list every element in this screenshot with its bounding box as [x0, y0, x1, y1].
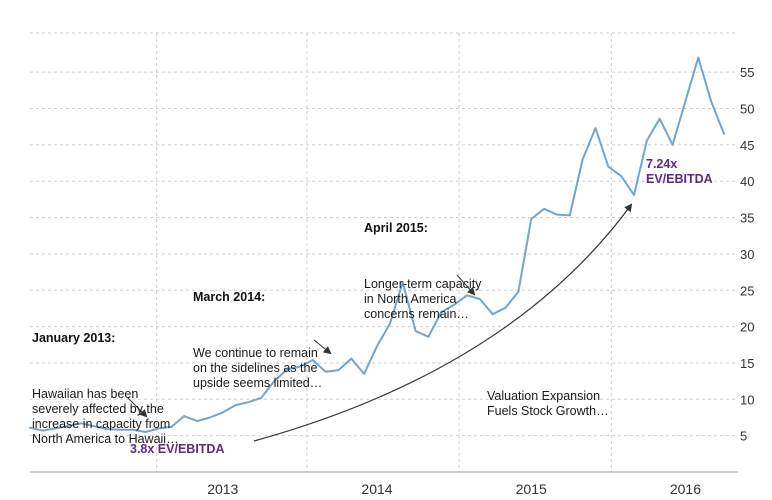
y-tick-label: 45	[740, 138, 754, 153]
y-tick-label: 40	[740, 174, 754, 189]
annotation-arrow-mar-2014	[313, 339, 332, 355]
y-tick-label: 25	[740, 283, 754, 298]
annotation-arrow-apr-2015	[456, 274, 476, 296]
annotation-title: April 2015:	[364, 221, 428, 235]
annotation-valuation-expansion: Valuation Expansion Fuels Stock Growth…	[487, 359, 609, 434]
grid-lines	[30, 32, 738, 472]
y-tick-label: 5	[740, 429, 747, 444]
y-tick-label: 20	[740, 320, 754, 335]
annotation-body: Hawaiian has been severely affected by t…	[32, 387, 179, 446]
annotation-body: We continue to remain on the sidelines a…	[193, 346, 323, 390]
annotation-body: Longer-term capacity in North America co…	[364, 277, 482, 321]
annotation-text: Valuation Expansion Fuels Stock Growth…	[487, 389, 609, 418]
valuation-trend-arrow	[253, 203, 633, 442]
x-tick-label: 2014	[361, 481, 392, 497]
y-tick-label: 15	[740, 356, 754, 371]
y-tick-label: 50	[740, 102, 754, 117]
y-tick-label: 10	[740, 392, 754, 407]
annotation-arrow-jan-2013	[127, 397, 148, 418]
multiple-label-end: 7.24x EV/EBITDA	[646, 157, 713, 186]
annotation-apr-2015: April 2015: Longer-term capacity in Nort…	[364, 191, 481, 337]
x-tick-label: 2013	[207, 481, 238, 497]
annotation-title: January 2013:	[32, 331, 116, 345]
y-tick-label: 35	[740, 211, 754, 226]
y-axis: 5 10 15 20 25 30 35 40 45 50 55	[740, 65, 754, 444]
annotation-mar-2014: March 2014: We continue to remain on the…	[193, 260, 322, 406]
multiple-label-start: 3.8x EV/EBITDA	[130, 442, 225, 456]
annotation-title: March 2014:	[193, 290, 266, 304]
x-tick-label: 2015	[516, 481, 547, 497]
x-axis-labels: 2013 2014 2015 2016	[207, 481, 701, 497]
y-tick-label: 30	[740, 247, 754, 262]
y-tick-label: 55	[740, 65, 754, 80]
annotation-jan-2013: January 2013: Hawaiian has been severely…	[32, 301, 179, 462]
series-line	[29, 56, 725, 433]
x-tick-label: 2016	[670, 481, 701, 497]
